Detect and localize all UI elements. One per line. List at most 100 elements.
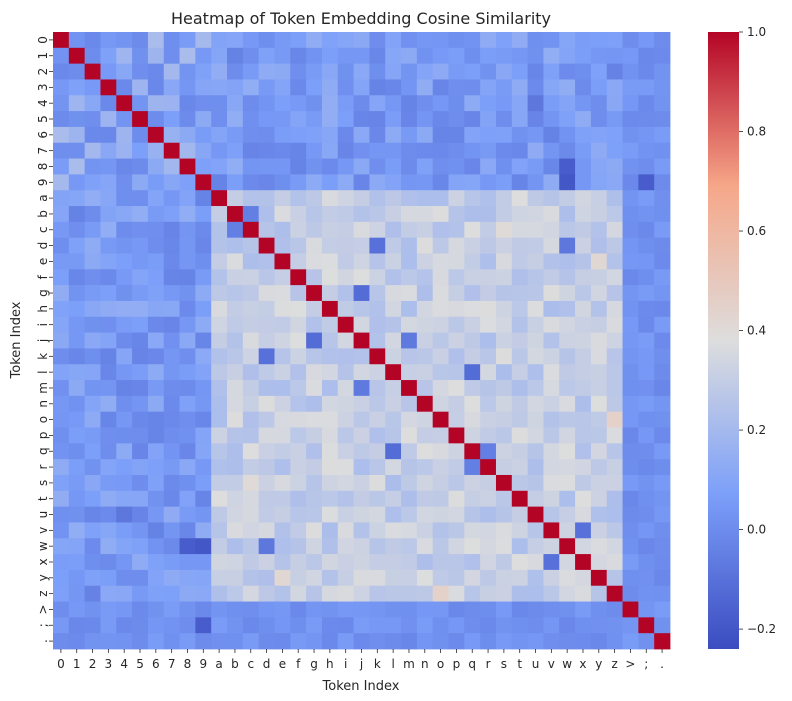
- heatmap-cell-x-4: [116, 554, 133, 571]
- heatmap-cell-n-b: [227, 395, 244, 413]
- heatmap-cell-u-v: [543, 506, 560, 523]
- heatmap-cell-z-2: [84, 585, 101, 602]
- heatmap-cell-r-s: [495, 459, 513, 476]
- heatmap-cell-8-7: [163, 158, 180, 175]
- heatmap-cell-f-l: [385, 269, 402, 286]
- heatmap-cell-6-y: [590, 126, 608, 144]
- heatmap-cell-x-u: [527, 554, 544, 571]
- heatmap-cell-.-h: [321, 633, 339, 650]
- heatmap-cell-2-3: [100, 63, 117, 80]
- heatmap-cell-7-j: [353, 142, 370, 159]
- heatmap-cell-g-d: [258, 285, 275, 302]
- heatmap-cell-3-6: [147, 79, 165, 96]
- heatmap-cell-7-b: [227, 142, 244, 159]
- heatmap-cell-c-.: [654, 221, 671, 239]
- heatmap-cell->-p: [448, 601, 465, 618]
- heatmap-cell-u-4: [116, 506, 133, 523]
- heatmap-cell-p-c: [242, 427, 260, 444]
- heatmap-cell-c-8: [179, 221, 196, 239]
- heatmap-cell-9-e: [274, 174, 291, 191]
- heatmap-cell-s-k: [369, 474, 386, 492]
- heatmap-cell-c-q: [464, 221, 481, 239]
- heatmap-cell-k-j: [353, 348, 370, 365]
- heatmap-cell-b-8: [179, 206, 196, 223]
- heatmap-cell-8-5: [132, 158, 149, 175]
- heatmap-cell-4-c: [242, 95, 260, 112]
- heatmap-cell-v-a: [211, 522, 228, 539]
- heatmap-cell-j-x: [575, 332, 592, 349]
- heatmap-cell-u-s: [495, 506, 513, 523]
- heatmap-cell-4-f: [290, 95, 307, 112]
- heatmap-cell-o-b: [227, 411, 244, 428]
- x-tick-label: o: [437, 657, 444, 671]
- y-tick-label: 9: [36, 178, 50, 186]
- heatmap-cell-k-;: [638, 348, 655, 365]
- heatmap-cell-s-h: [321, 474, 339, 492]
- heatmap-cell-m-;: [638, 380, 655, 397]
- heatmap-cell-k-l: [385, 348, 402, 365]
- heatmap-cell-k-m: [401, 348, 418, 365]
- heatmap-cell-s-o: [432, 474, 449, 492]
- heatmap-cell-b->: [622, 206, 639, 223]
- heatmap-cell-z-4: [116, 585, 133, 602]
- heatmap-cell-m-s: [495, 380, 513, 397]
- heatmap-cell-d-n: [416, 237, 434, 254]
- heatmap-cell-0-;: [638, 32, 655, 49]
- x-tick-label: x: [579, 657, 586, 671]
- heatmap-cell-2->: [622, 63, 639, 80]
- heatmap-cell-4-y: [590, 95, 608, 112]
- heatmap-cell-w-5: [132, 538, 149, 555]
- heatmap-cell-z-o: [432, 585, 449, 602]
- heatmap-cell-;-h: [321, 617, 339, 634]
- heatmap-cell-u-c: [242, 506, 260, 523]
- heatmap-cell-2-c: [242, 63, 260, 80]
- heatmap-cell-5-p: [448, 111, 465, 128]
- heatmap-cell-g-c: [242, 285, 260, 302]
- heatmap-cell-;-6: [147, 617, 165, 634]
- y-tick-label: h: [36, 305, 50, 313]
- heatmap-cell-x->: [622, 554, 639, 571]
- heatmap-cell-i-o: [432, 316, 449, 333]
- heatmap-cell-.-v: [543, 633, 560, 650]
- heatmap-cell-e-t: [511, 253, 529, 270]
- heatmap-cell-p-7: [163, 427, 180, 444]
- heatmap-cell-w-g: [306, 538, 323, 555]
- heatmap-cell-3-q: [464, 79, 481, 96]
- heatmap-cell-3-m: [401, 79, 418, 96]
- heatmap-cell-g-h: [321, 285, 339, 302]
- heatmap-cell-x-q: [464, 554, 481, 571]
- heatmap-cell-b-3: [100, 206, 117, 223]
- heatmap-cell-o-.: [654, 411, 671, 428]
- heatmap-cell-p-y: [590, 427, 608, 444]
- heatmap-cell-l-l: [385, 364, 402, 381]
- heatmap-cell-q-b: [227, 443, 244, 460]
- heatmap-cell-z->: [622, 585, 639, 602]
- heatmap-cell-0-h: [321, 32, 339, 49]
- heatmap-cell-c-4: [116, 221, 133, 239]
- heatmap-cell->-;: [638, 601, 655, 618]
- x-tick-label: a: [215, 657, 222, 671]
- heatmap-cell-9->: [622, 174, 639, 191]
- heatmap-cell-8-b: [227, 158, 244, 175]
- heatmap-cell-q-t: [511, 443, 529, 460]
- heatmap-cell-r-8: [179, 459, 196, 476]
- heatmap-cell-f-.: [654, 269, 671, 286]
- heatmap-cell-6-p: [448, 126, 465, 144]
- heatmap-cell-3-s: [495, 79, 513, 96]
- heatmap-cell-h-.: [654, 300, 671, 318]
- heatmap-cell-o-7: [163, 411, 180, 428]
- x-tick-label: n: [421, 657, 429, 671]
- heatmap-cell-e-r: [480, 253, 497, 270]
- heatmap-cell-k-f: [290, 348, 307, 365]
- heatmap-cell-6-1: [68, 126, 86, 144]
- heatmap-cell-9-b: [227, 174, 244, 191]
- heatmap-cell-m-e: [274, 380, 291, 397]
- x-tick-label: k: [374, 657, 381, 671]
- heatmap-cell-j-8: [179, 332, 196, 349]
- y-tick-label: >: [36, 604, 50, 614]
- heatmap-cell-7-y: [590, 142, 608, 159]
- heatmap-cell-x-e: [274, 554, 291, 571]
- heatmap-cell-s-n: [416, 474, 434, 492]
- heatmap-cell-7-n: [416, 142, 434, 159]
